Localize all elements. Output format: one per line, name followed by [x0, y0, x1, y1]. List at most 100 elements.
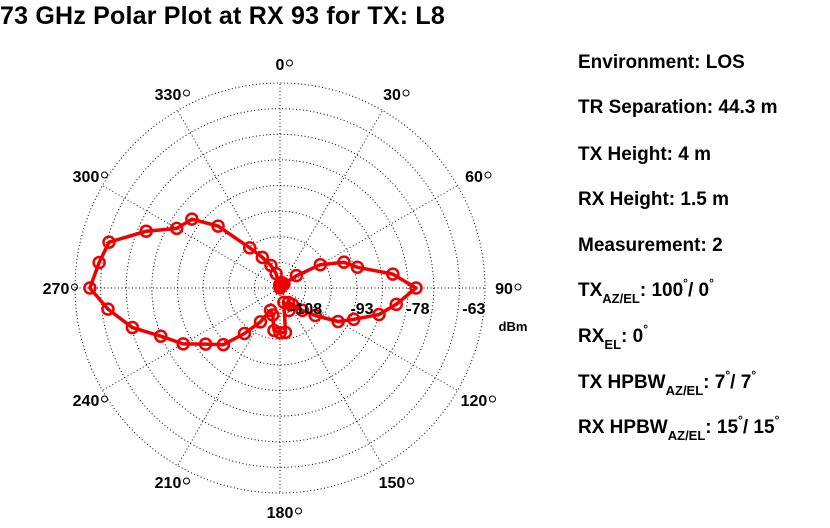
data-point [83, 281, 97, 295]
data-point-center [336, 320, 340, 323]
data-point-center [269, 309, 272, 312]
series-1 [83, 212, 423, 352]
data-point [101, 302, 115, 316]
data-point [347, 312, 361, 327]
data-point [154, 329, 168, 343]
radial-tick-label: -78 [406, 301, 429, 318]
data-point-center [269, 264, 273, 267]
radial-tick-label: -108 [290, 301, 322, 318]
grid-spoke [102, 287, 281, 391]
data-point [198, 337, 213, 351]
data-point [185, 212, 199, 226]
tx-az-el-sub: AZ/EL [602, 291, 640, 306]
tx-az-el-sep: / [687, 280, 699, 301]
grid-spoke [279, 287, 458, 391]
tx-hpbw-prefix: TX HPBW [578, 372, 666, 393]
angle-tick-label: 150 [379, 475, 406, 492]
tx-az-el-v2: 0 [698, 280, 710, 301]
angle-tick-label: 210 [155, 475, 182, 492]
data-point-center [356, 266, 359, 269]
data-point [273, 325, 287, 340]
data-point-center [97, 261, 101, 264]
rx-hpbw-sep: / [742, 417, 754, 438]
tx-hpbw-v1: 7 [714, 372, 726, 393]
data-point-center [278, 283, 281, 287]
angle-tick-label: 60 [465, 169, 483, 186]
data-point-center [144, 230, 148, 233]
data-point [102, 235, 116, 249]
data-point [216, 337, 231, 352]
angle-tick-label: 270 [43, 281, 70, 298]
data-point [92, 255, 106, 270]
data-point-center [377, 313, 381, 316]
rx-hpbw-v2: 15 [753, 417, 775, 438]
tx-hpbw-deg2: ° [751, 368, 757, 382]
tx-az-el-colon: : [639, 280, 652, 301]
data-point-center [391, 272, 395, 276]
data-point [409, 281, 423, 295]
data-point [237, 326, 252, 341]
tx-az-el-deg1: ° [683, 276, 688, 290]
data-point-center [319, 263, 322, 266]
polar-grid [74, 82, 486, 494]
tx-hpbw-sep: / [730, 372, 741, 393]
data-point [269, 266, 283, 281]
info-rx-hpbw: RX HPBWAZ/EL: 15°/ 15° [578, 414, 779, 442]
data-point-center [175, 227, 178, 230]
info-rx-height: RX Height: 1.5 m [578, 189, 729, 210]
angle-tick-label: 300 [73, 169, 100, 186]
info-rx-el: RXEL: 0° [578, 323, 648, 351]
data-point-center [106, 307, 110, 311]
data-point [308, 308, 322, 323]
data-point [386, 267, 400, 281]
data-point-center [342, 260, 346, 264]
tx-hpbw-sub: AZ/EL [665, 383, 704, 398]
grid-ring [228, 236, 332, 340]
data-point-center [301, 309, 304, 312]
data-point-center [261, 256, 264, 259]
info-tr-separation: TR Separation: 44.3 m [578, 97, 778, 118]
degree-mark [286, 59, 293, 67]
info-environment: Environment: LOS [578, 52, 745, 73]
data-point [267, 323, 281, 338]
grid-spoke [279, 185, 458, 289]
data-point-center [274, 272, 278, 275]
data-point [272, 278, 287, 292]
info-tx-height: TX Height: 4 m [578, 144, 712, 165]
data-point [389, 297, 404, 312]
grid-spoke [177, 110, 281, 289]
data-point [289, 268, 304, 283]
angle-tick-label: 120 [461, 393, 488, 410]
rx-hpbw-colon: : [705, 417, 717, 438]
degree-mark [71, 283, 78, 291]
rx-el-colon: : [621, 326, 633, 347]
info-tx-hpbw: TX HPBWAZ/EL: 7°/ 7° [578, 369, 756, 397]
data-point [211, 219, 225, 233]
data-point-center [107, 240, 111, 244]
grid-spoke [177, 287, 281, 466]
data-point-center [272, 329, 276, 332]
rx-el-prefix: RX [578, 326, 605, 347]
grid-spoke [279, 287, 383, 466]
rx-hpbw-sub: AZ/EL [667, 428, 706, 443]
rx-hpbw-deg1: ° [738, 413, 743, 427]
info-measurement: Measurement: 2 [578, 235, 723, 256]
data-point [139, 224, 153, 238]
data-point [253, 315, 268, 329]
data-point [350, 260, 365, 275]
grid-ring [151, 159, 409, 417]
data-point-center [181, 342, 185, 346]
data-point [277, 295, 291, 310]
grid-ring [125, 133, 435, 443]
angle-tick-label: 180 [267, 505, 294, 522]
tx-az-el-deg2: ° [709, 276, 714, 290]
data-point [176, 337, 190, 351]
data-point [169, 221, 184, 236]
rx-el-deg: ° [643, 322, 649, 336]
info-tx-az-el: TXAZ/EL: 100°/ 0° [578, 277, 714, 305]
page-title: 73 GHz Polar Plot at RX 93 for TX: L8 [0, 2, 445, 30]
data-point [242, 241, 257, 255]
data-point-center [352, 318, 355, 321]
radial-unit-label: dBm [499, 319, 528, 334]
data-point [331, 314, 345, 329]
